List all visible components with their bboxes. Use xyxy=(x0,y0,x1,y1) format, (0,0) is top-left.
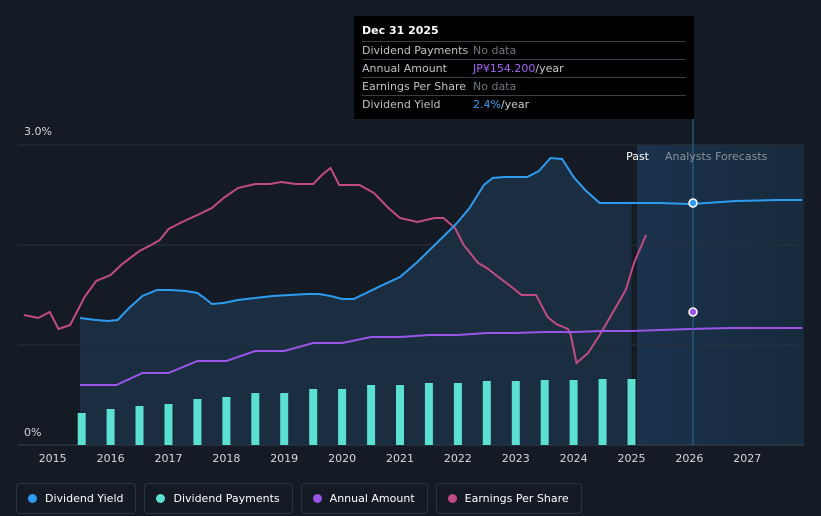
legend-item-annual-amount[interactable]: Annual Amount xyxy=(300,483,428,514)
dividend-payment-bar xyxy=(193,399,202,445)
dividend-payments-bars xyxy=(77,379,636,445)
tooltip-row-dividend-payments: Dividend Payments No data xyxy=(362,41,686,59)
tooltip: Dec 31 2025 Dividend Payments No data An… xyxy=(354,16,694,119)
dividend-payment-bar xyxy=(367,385,376,445)
dividend-payment-bar xyxy=(77,413,86,445)
x-tick-label: 2026 xyxy=(675,452,703,465)
dividend-payment-bar xyxy=(453,383,462,445)
tooltip-label: Dividend Yield xyxy=(362,98,441,111)
dividend-payment-bar xyxy=(309,389,318,445)
tooltip-value: 2.4% xyxy=(473,98,501,111)
tooltip-value: JP¥154.200 xyxy=(473,62,536,75)
x-tick-label: 2018 xyxy=(212,452,240,465)
x-tick-label: 2023 xyxy=(502,452,530,465)
dividend-payment-bar xyxy=(164,404,173,445)
legend-label: Annual Amount xyxy=(329,492,415,505)
tooltip-unit: /year xyxy=(500,98,530,111)
forecast-label: Analysts Forecasts xyxy=(665,150,768,163)
tooltip-label: Annual Amount xyxy=(362,62,447,75)
tooltip-value: No data xyxy=(473,44,517,57)
dividend-payment-bar xyxy=(482,381,491,445)
earnings-per-share-dot-icon xyxy=(447,494,457,503)
y-axis-top-label: 3.0% xyxy=(24,125,52,138)
dividend-payment-bar xyxy=(424,383,433,445)
forecast-region xyxy=(637,145,804,445)
x-tick-label: 2016 xyxy=(97,452,125,465)
x-tick-label: 2022 xyxy=(444,452,472,465)
legend-item-dividend-yield[interactable]: Dividend Yield xyxy=(16,483,137,514)
dividend-payment-bar xyxy=(338,389,347,445)
legend-item-earnings-per-share[interactable]: Earnings Per Share xyxy=(435,483,582,514)
tooltip-row-dividend-yield: Dividend Yield 2.4%/year xyxy=(362,95,686,113)
x-axis-ticks: 2015 2016 2017 2018 2019 2020 2021 2022 2023 2024… xyxy=(39,452,762,465)
dividend-payment-bar xyxy=(135,406,144,445)
earnings-per-share-line xyxy=(23,166,647,365)
legend-label: Earnings Per Share xyxy=(464,492,569,505)
x-tick-label: 2021 xyxy=(386,452,414,465)
dividend-payment-bar xyxy=(280,393,289,445)
dividend-payment-bar xyxy=(396,385,404,445)
x-tick-label: 2027 xyxy=(733,452,761,465)
legend-label: Dividend Yield xyxy=(45,492,124,505)
annual-amount-line xyxy=(79,327,803,386)
tooltip-value: No data xyxy=(473,80,517,93)
dividend-payment-bar xyxy=(627,379,636,445)
dividend-payment-bar xyxy=(106,409,115,445)
tooltip-row-annual-amount: Annual Amount JP¥154.200/year xyxy=(362,59,686,77)
dividend-yield-line xyxy=(79,156,803,323)
x-tick-label: 2019 xyxy=(270,452,298,465)
tooltip-unit: /year xyxy=(535,62,564,75)
legend-item-dividend-payments[interactable]: Dividend Payments xyxy=(144,483,293,514)
dividend-yield-area xyxy=(79,158,632,445)
x-tick-label: 2025 xyxy=(618,452,646,465)
dividend-payment-bar xyxy=(569,380,578,445)
annual-amount-dot-icon xyxy=(312,494,322,503)
tooltip-row-earnings-per-share: Earnings Per Share No data xyxy=(362,77,686,95)
dividend-yield-dot-icon xyxy=(28,494,37,503)
annual-amount-marker xyxy=(688,307,698,317)
dividend-yield-marker xyxy=(688,198,698,208)
dividend-payment-bar xyxy=(540,380,549,445)
x-tick-label: 2020 xyxy=(328,452,356,465)
tooltip-label: Dividend Payments xyxy=(362,44,469,57)
legend-label: Dividend Payments xyxy=(173,492,280,505)
tooltip-label: Earnings Per Share xyxy=(362,80,467,93)
dividend-payment-bar xyxy=(222,397,231,445)
dividend-payment-bar xyxy=(511,381,520,445)
y-axis-bottom-label: 0% xyxy=(24,426,41,439)
dividend-payments-dot-icon xyxy=(156,494,166,503)
dividend-chart: 3.0% 0% Past Analysts Forecasts 2015 2016… xyxy=(18,119,804,465)
past-label: Past xyxy=(626,150,650,163)
legend: Dividend Yield Dividend Payments Annual … xyxy=(16,483,582,514)
dividend-payment-bar xyxy=(598,379,607,445)
tooltip-title: Dec 31 2025 xyxy=(362,24,439,37)
x-tick-label: 2015 xyxy=(39,452,67,465)
x-tick-label: 2024 xyxy=(560,452,588,465)
x-tick-label: 2017 xyxy=(155,452,183,465)
dividend-payment-bar xyxy=(251,393,260,445)
